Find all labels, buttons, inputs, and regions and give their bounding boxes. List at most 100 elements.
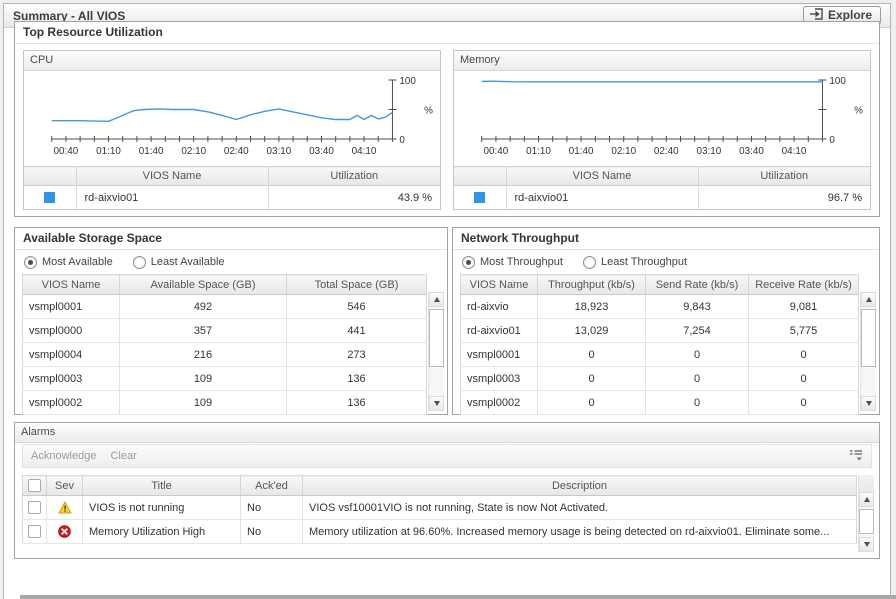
dashboard-window: Summary - All VIOS Explore Top Resource … — [3, 3, 891, 599]
cpu-legend-table: VIOS Name Utilization rd-aixvio01 43.9 % — [24, 166, 440, 209]
select-all-checkbox[interactable] — [28, 479, 41, 492]
storage-scrollbar[interactable] — [428, 292, 444, 411]
radio-button-icon[interactable] — [132, 255, 146, 269]
table-row[interactable]: vsmpl0003 109 136 — [22, 366, 427, 391]
severity-cell — [46, 495, 83, 520]
radio-most-throughput[interactable]: Most Throughput — [462, 255, 563, 269]
scroll-up-button[interactable] — [429, 292, 444, 307]
radio-label: Most Throughput — [480, 256, 563, 268]
available-space-cell: 109 — [119, 366, 287, 391]
svg-text:0: 0 — [399, 135, 405, 146]
scroll-down-button[interactable] — [859, 537, 874, 552]
table-row[interactable]: vsmpl0001 492 546 — [22, 294, 427, 319]
scroll-up-button[interactable] — [861, 292, 876, 307]
scroll-up-button[interactable] — [859, 492, 874, 507]
svg-text:01:40: 01:40 — [139, 146, 164, 157]
table-row[interactable]: vsmpl0001 0 0 0 — [460, 342, 859, 367]
send-rate-cell: 0 — [645, 366, 749, 391]
radio-most-available[interactable]: Most Available — [24, 255, 113, 269]
scrollbar-thumb[interactable] — [861, 309, 876, 367]
table-row[interactable]: vsmpl0000 357 441 — [22, 318, 427, 343]
explore-button[interactable]: Explore — [802, 6, 881, 25]
memory-subpanel: Memory 100 0% 00:40 01:10 01:40 02:10 02:40 03:… — [453, 50, 871, 210]
total-space-cell: 441 — [286, 318, 427, 343]
acknowledge-button[interactable]: Acknowledge — [31, 450, 97, 462]
col-header-description: Description — [302, 475, 857, 496]
total-space-cell: 546 — [286, 294, 427, 319]
throughput-cell: 13,029 — [537, 318, 646, 343]
scroll-down-button[interactable] — [429, 396, 444, 411]
alarms-toolbar: Acknowledge Clear — [22, 444, 872, 468]
legend-header-vios-name: VIOS Name — [75, 166, 268, 186]
svg-text:04:10: 04:10 — [352, 146, 377, 157]
table-row[interactable]: vsmpl0003 0 0 0 — [460, 366, 859, 391]
svg-text:00:40: 00:40 — [54, 146, 79, 157]
alarms-title: Alarms — [15, 423, 879, 443]
col-header-vios-name: VIOS Name — [460, 274, 538, 295]
vios-name-cell: vsmpl0003 — [22, 366, 120, 391]
svg-text:03:10: 03:10 — [697, 146, 722, 157]
network-table: VIOS Name Throughput (kb/s) Send Rate (k… — [460, 274, 859, 415]
page-title: Summary - All VIOS — [13, 8, 126, 23]
vios-name-cell: vsmpl0003 — [460, 366, 538, 391]
radio-button-icon[interactable] — [462, 255, 475, 269]
svg-text:100: 100 — [399, 76, 416, 87]
row-checkbox[interactable] — [28, 525, 41, 538]
utilization-cell: 43.9 % — [267, 185, 440, 209]
alarms-table-area: Sev Title Ack'ed Description VIOS is not… — [22, 475, 874, 552]
legend-swatch-cell — [24, 186, 76, 210]
radio-label: Least Throughput — [600, 256, 687, 268]
vios-name-cell: vsmpl0002 — [22, 390, 120, 415]
clear-button[interactable]: Clear — [110, 450, 137, 462]
svg-text:03:40: 03:40 — [309, 146, 334, 157]
legend-swatch-header — [24, 166, 76, 186]
throughput-cell: 0 — [537, 366, 646, 391]
col-header-acked: Ack'ed — [240, 475, 303, 496]
available-storage-space-panel: Available Storage Space Most Available L… — [14, 227, 448, 415]
scrollbar-thumb[interactable] — [429, 309, 444, 367]
vios-name-cell: rd-aixvio01 — [505, 185, 698, 209]
vios-name-cell: vsmpl0002 — [460, 390, 538, 415]
network-throughput-panel: Network Throughput Most Throughput Least… — [452, 227, 880, 415]
explore-icon — [809, 7, 823, 23]
table-row[interactable]: Memory Utilization High No Memory utiliz… — [22, 519, 857, 544]
storage-panel-title: Available Storage Space — [15, 228, 447, 250]
table-row[interactable]: vsmpl0002 0 0 0 — [460, 390, 859, 415]
row-checkbox[interactable] — [28, 501, 41, 514]
scrollbar-thumb[interactable] — [859, 509, 874, 534]
table-row[interactable]: rd-aixvio 18,923 9,843 9,081 — [460, 294, 859, 319]
series-color-swatch — [474, 192, 486, 204]
radio-button-icon[interactable] — [582, 255, 596, 269]
top-resource-title: Top Resource Utilization — [15, 22, 879, 44]
radio-button-icon[interactable] — [24, 255, 37, 269]
table-row[interactable]: VIOS is not running No VIOS vsf10001VIO … — [22, 495, 857, 520]
table-options-icon[interactable] — [849, 449, 863, 464]
total-space-cell: 136 — [286, 390, 427, 415]
send-rate-cell: 0 — [645, 390, 749, 415]
warning-icon — [57, 500, 72, 514]
cpu-title: CPU — [24, 51, 440, 71]
send-rate-cell: 9,843 — [645, 294, 749, 319]
receive-rate-cell: 0 — [748, 366, 859, 391]
col-header-severity: Sev — [46, 475, 83, 496]
table-row[interactable]: vsmpl0004 216 273 — [22, 342, 427, 367]
bottom-edge-strip — [20, 595, 896, 599]
alarms-scrollbar[interactable] — [858, 475, 874, 552]
table-row[interactable]: rd-aixvio01 96.7 % — [454, 185, 870, 210]
radio-least-throughput[interactable]: Least Throughput — [582, 255, 687, 269]
description-cell: Memory utilization at 96.60%. Increased … — [302, 519, 857, 544]
receive-rate-cell: 9,081 — [748, 294, 859, 319]
network-scrollbar[interactable] — [860, 292, 876, 411]
svg-text:%: % — [854, 105, 863, 116]
svg-text:01:40: 01:40 — [569, 146, 594, 157]
legend-swatch-cell — [454, 186, 506, 210]
table-row[interactable]: vsmpl0002 109 136 — [22, 390, 427, 415]
table-row[interactable]: rd-aixvio01 43.9 % — [24, 185, 440, 210]
legend-swatch-header — [454, 166, 506, 186]
scroll-down-button[interactable] — [861, 396, 876, 411]
radio-label: Least Available — [150, 256, 225, 268]
table-row[interactable]: rd-aixvio01 13,029 7,254 5,775 — [460, 318, 859, 343]
row-select-cell — [22, 495, 47, 520]
col-header-title: Title — [82, 475, 241, 496]
radio-least-available[interactable]: Least Available — [132, 255, 225, 269]
